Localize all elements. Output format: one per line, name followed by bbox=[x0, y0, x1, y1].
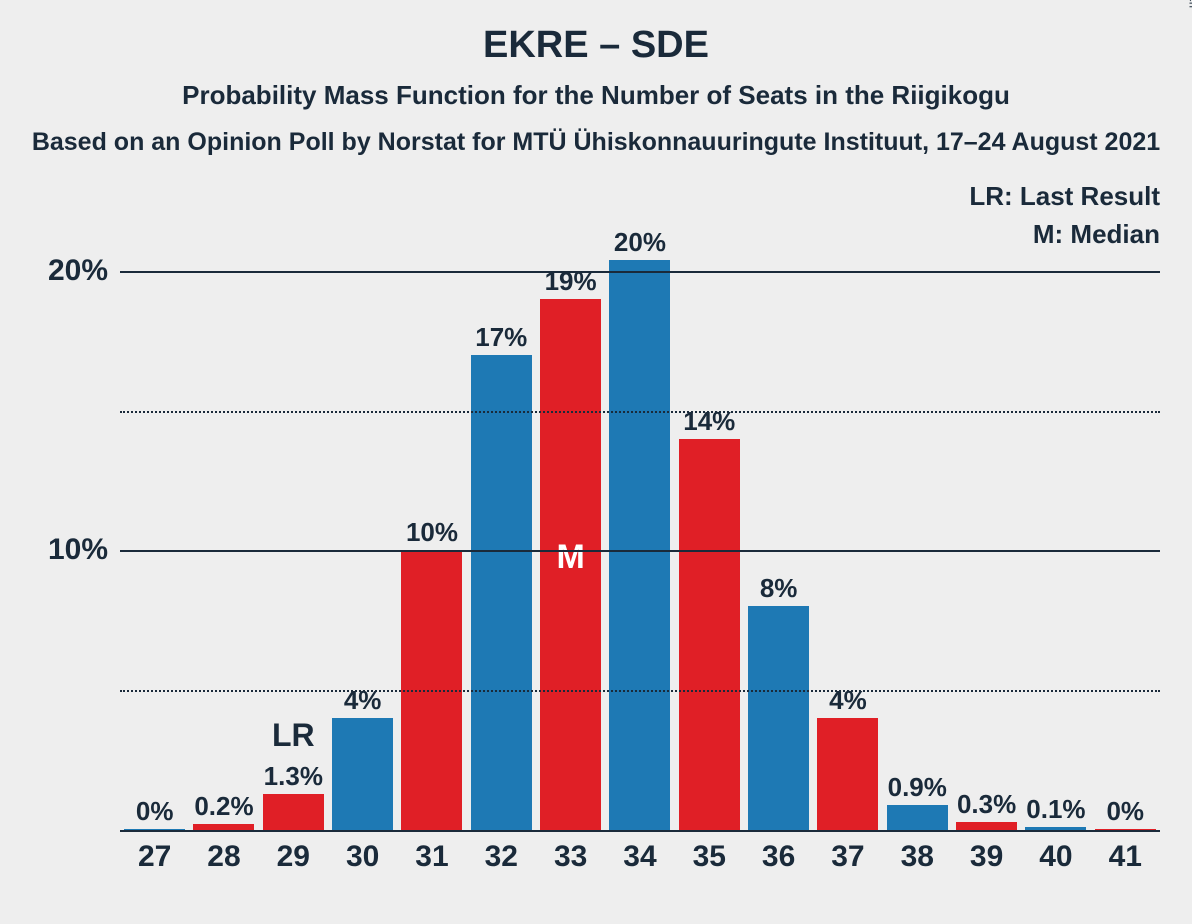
xtick-label: 38 bbox=[883, 830, 952, 874]
bar: 14% bbox=[679, 439, 740, 830]
bar-slot: 14%35 bbox=[675, 215, 744, 830]
bars-group: 0%270.2%281.3%LR294%3010%3117%3219%M3320… bbox=[120, 215, 1160, 830]
bar-slot: 0.3%39 bbox=[952, 215, 1021, 830]
xtick-label: 33 bbox=[536, 830, 605, 874]
chart-title: EKRE – SDE bbox=[0, 24, 1192, 67]
xtick-label: 41 bbox=[1091, 830, 1160, 874]
gridline bbox=[120, 271, 1160, 273]
bar-slot: 4%37 bbox=[813, 215, 882, 830]
ytick-label: 20% bbox=[48, 254, 120, 288]
bar: 4% bbox=[817, 718, 878, 830]
xtick-label: 40 bbox=[1021, 830, 1090, 874]
bar: 20% bbox=[609, 260, 670, 830]
bar-slot: 10%31 bbox=[397, 215, 466, 830]
bar-slot: 0%41 bbox=[1091, 215, 1160, 830]
xtick-label: 37 bbox=[813, 830, 882, 874]
legend-median: M: Median bbox=[120, 219, 1160, 250]
chart-caption: Based on an Opinion Poll by Norstat for … bbox=[0, 128, 1192, 157]
xtick-label: 28 bbox=[189, 830, 258, 874]
last-result-marker: LR bbox=[272, 717, 315, 754]
xtick-label: 39 bbox=[952, 830, 1021, 874]
legend-last-result: LR: Last Result bbox=[120, 181, 1160, 212]
bar: 1.3% bbox=[263, 794, 324, 830]
bar: 17% bbox=[471, 355, 532, 830]
bar-value-label: 0.3% bbox=[956, 789, 1017, 822]
bar: 19%M bbox=[540, 299, 601, 830]
xtick-label: 35 bbox=[675, 830, 744, 874]
bar-slot: 0.9%38 bbox=[883, 215, 952, 830]
xtick-label: 31 bbox=[397, 830, 466, 874]
bar-slot: 20%34 bbox=[605, 215, 674, 830]
gridline bbox=[120, 411, 1160, 413]
copyright-text: © 2021 Filip van Laenen bbox=[1186, 0, 1192, 8]
xtick-label: 36 bbox=[744, 830, 813, 874]
bar: 0.9% bbox=[887, 805, 948, 830]
bar: 4% bbox=[332, 718, 393, 830]
chart-subtitle: Probability Mass Function for the Number… bbox=[0, 80, 1192, 111]
bar-slot: 0%27 bbox=[120, 215, 189, 830]
bar-value-label: 0.9% bbox=[887, 772, 948, 805]
bar-slot: 4%30 bbox=[328, 215, 397, 830]
bar: 0.3% bbox=[956, 822, 1017, 830]
xtick-label: 27 bbox=[120, 830, 189, 874]
xtick-label: 29 bbox=[259, 830, 328, 874]
bar-value-label: 17% bbox=[471, 322, 532, 355]
bar-slot: 0.2%28 bbox=[189, 215, 258, 830]
gridline bbox=[120, 550, 1160, 552]
bar-value-label: 0% bbox=[124, 796, 185, 829]
bar: 8% bbox=[748, 606, 809, 830]
bar-value-label: 0.2% bbox=[193, 791, 254, 824]
bar-slot: 17%32 bbox=[467, 215, 536, 830]
bar-value-label: 0.1% bbox=[1025, 794, 1086, 827]
chart-container: © 2021 Filip van Laenen EKRE – SDE Proba… bbox=[0, 0, 1192, 924]
gridline bbox=[120, 690, 1160, 692]
bar-value-label: 8% bbox=[748, 573, 809, 606]
bar-value-label: 0% bbox=[1095, 796, 1156, 829]
bar-slot: 19%M33 bbox=[536, 215, 605, 830]
plot-area: 0%270.2%281.3%LR294%3010%3117%3219%M3320… bbox=[120, 215, 1160, 830]
xtick-label: 34 bbox=[605, 830, 674, 874]
ytick-label: 10% bbox=[48, 533, 120, 567]
bar-slot: 8%36 bbox=[744, 215, 813, 830]
bar-value-label: 10% bbox=[401, 517, 462, 550]
bar-slot: 1.3%LR29 bbox=[259, 215, 328, 830]
xtick-label: 32 bbox=[467, 830, 536, 874]
bar-slot: 0.1%40 bbox=[1021, 215, 1090, 830]
bar-value-label: 1.3% bbox=[263, 761, 324, 794]
median-marker: M bbox=[540, 538, 601, 577]
xtick-label: 30 bbox=[328, 830, 397, 874]
